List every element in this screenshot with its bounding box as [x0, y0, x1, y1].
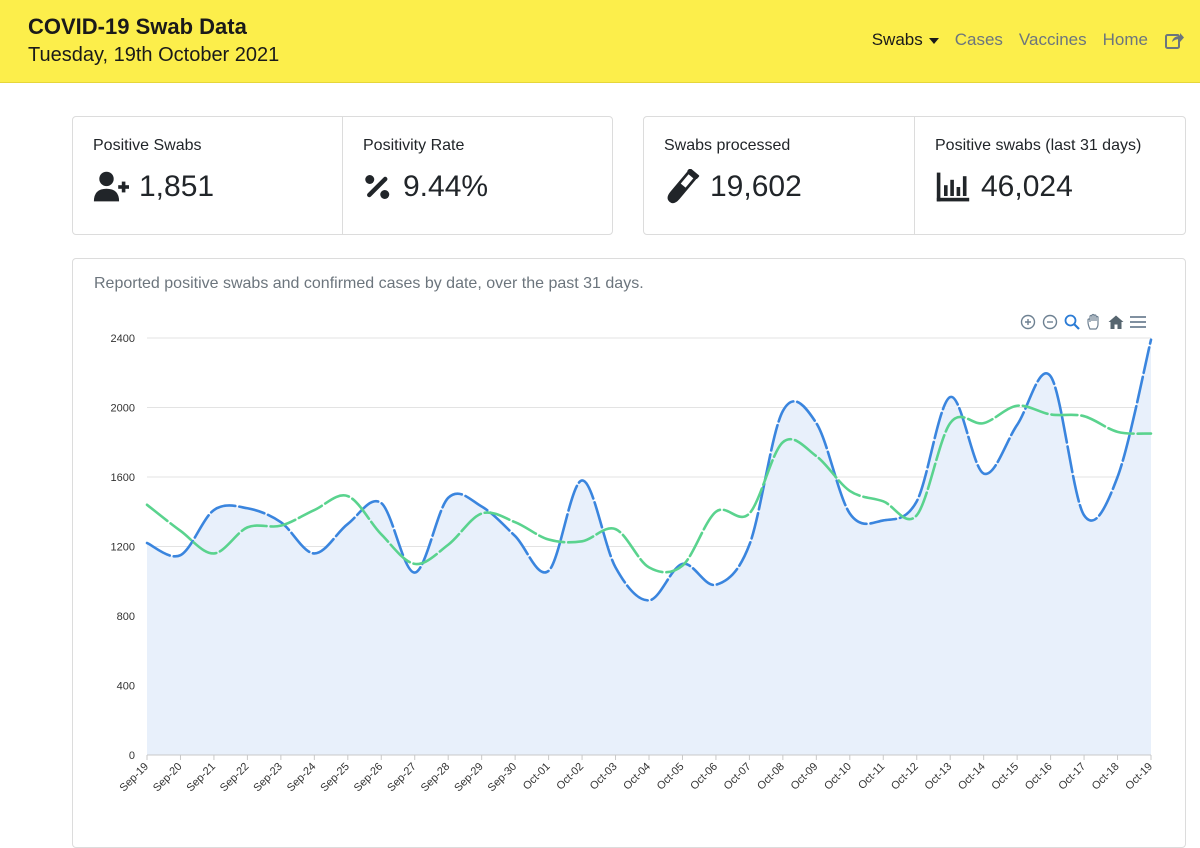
- x-tick-label: Oct-12: [889, 761, 921, 793]
- stat-value: 1,851: [139, 170, 215, 203]
- x-tick-label: Sep-30: [486, 761, 520, 795]
- x-tick-label: Sep-29: [452, 761, 486, 795]
- x-tick-label: Sep-24: [285, 761, 319, 795]
- home-reset-icon[interactable]: [1107, 313, 1125, 331]
- chart-caption: Reported positive swabs and confirmed ca…: [94, 275, 644, 292]
- x-tick-label: Sep-23: [251, 761, 285, 795]
- stat-label: Positive swabs (last 31 days): [935, 137, 1142, 154]
- stat-value: 19,602: [710, 170, 802, 203]
- percent-icon: [365, 175, 390, 199]
- stat-positive-swabs: Positive Swabs 1,851: [73, 117, 342, 234]
- nav-vaccines[interactable]: Vaccines: [1018, 30, 1087, 49]
- zoom-in-icon[interactable]: [1019, 313, 1037, 331]
- x-tick-label: Oct-09: [789, 761, 821, 793]
- x-tick-label: Sep-26: [352, 761, 386, 795]
- report-date: Tuesday, 19th October 2021: [28, 44, 280, 66]
- x-tick-label: Oct-07: [722, 761, 754, 793]
- x-tick-label: Oct-01: [521, 761, 553, 793]
- top-header: COVID-19 Swab Data Tuesday, 19th October…: [0, 0, 1200, 83]
- app-title: COVID-19 Swab Data: [28, 14, 247, 39]
- x-tick-label: Oct-15: [989, 761, 1021, 793]
- stats-group-right: Swabs processed 19,602 Positive swabs (l…: [643, 116, 1186, 235]
- x-tick-label: Oct-04: [621, 761, 653, 793]
- y-tick-label: 0: [129, 750, 135, 762]
- x-tick-label: Oct-16: [1023, 761, 1055, 793]
- x-tick-label: Sep-25: [318, 761, 352, 795]
- y-tick-label: 2000: [111, 403, 135, 415]
- y-tick-label: 1200: [111, 542, 135, 554]
- x-tick-label: Sep-28: [419, 761, 453, 795]
- nav-cases[interactable]: Cases: [954, 30, 1003, 49]
- y-tick-label: 1600: [111, 472, 135, 484]
- stat-positive-last-31-days: Positive swabs (last 31 days) 46,024: [914, 117, 1185, 234]
- stat-value: 9.44%: [403, 170, 489, 203]
- stat-value: 46,024: [981, 170, 1073, 203]
- test-tube-icon: [667, 169, 700, 204]
- x-tick-label: Sep-22: [218, 761, 252, 795]
- x-tick-label: Oct-14: [956, 761, 988, 793]
- stat-positivity-rate: Positivity Rate 9.44%: [342, 117, 612, 234]
- y-tick-label: 800: [117, 611, 135, 623]
- x-tick-label: Sep-27: [385, 761, 419, 795]
- x-tick-label: Oct-05: [655, 761, 687, 793]
- x-tick-label: Oct-18: [1090, 761, 1122, 793]
- x-tick-label: Oct-06: [688, 761, 720, 793]
- pan-hand-icon[interactable]: [1085, 313, 1103, 331]
- top-nav: Swabs Cases Vaccines Home: [872, 30, 1184, 50]
- x-tick-label: Sep-20: [151, 761, 185, 795]
- chevron-down-icon: [928, 38, 939, 44]
- x-tick-label: Sep-21: [184, 761, 218, 795]
- bar-chart-icon: [936, 172, 970, 202]
- user-plus-icon: [93, 171, 129, 202]
- x-tick-label: Oct-11: [856, 761, 887, 792]
- stat-label: Positive Swabs: [93, 137, 202, 154]
- y-tick-label: 400: [117, 681, 135, 693]
- nav-home[interactable]: Home: [1102, 30, 1148, 49]
- x-tick-label: Oct-13: [922, 761, 954, 793]
- selection-zoom-icon[interactable]: [1063, 313, 1081, 331]
- x-tick-label: Oct-19: [1123, 761, 1155, 793]
- series-area-fill: [147, 339, 1151, 755]
- chart-card: Reported positive swabs and confirmed ca…: [72, 258, 1186, 848]
- x-tick-label: Oct-10: [822, 761, 854, 793]
- nav-swabs-dropdown[interactable]: Swabs: [872, 30, 939, 50]
- nav-swabs-label: Swabs: [871, 30, 923, 49]
- menu-icon[interactable]: [1129, 313, 1147, 331]
- stat-label: Positivity Rate: [363, 137, 465, 154]
- share-icon[interactable]: [1164, 30, 1184, 50]
- y-tick-label: 2400: [111, 333, 135, 345]
- x-tick-label: Oct-02: [554, 761, 586, 793]
- x-tick-label: Oct-17: [1056, 761, 1088, 793]
- zoom-out-icon[interactable]: [1041, 313, 1059, 331]
- stat-label: Swabs processed: [664, 137, 791, 154]
- series-line-2: [145, 404, 1153, 574]
- x-tick-label: Sep-19: [118, 761, 152, 795]
- x-tick-label: Oct-08: [755, 761, 787, 793]
- chart-toolbar: [1019, 313, 1147, 331]
- x-tick-label: Oct-03: [588, 761, 620, 793]
- stats-group-left: Positive Swabs 1,851 Positivity Rate 9.4…: [72, 116, 613, 235]
- stat-swabs-processed: Swabs processed 19,602: [644, 117, 914, 234]
